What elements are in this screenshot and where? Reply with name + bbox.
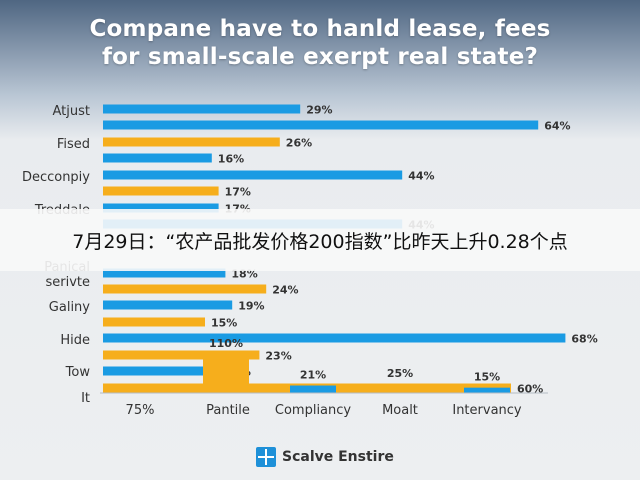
h-bar: [103, 203, 219, 213]
category-label: Galiny: [49, 300, 91, 315]
h-bar: [103, 137, 280, 147]
h-bar: [103, 170, 403, 180]
v-bar: [203, 353, 249, 393]
x-tick-label: 75%: [126, 403, 155, 418]
h-bar-value-label: 23%: [265, 350, 291, 363]
x-tick-label: Intervancy: [452, 403, 522, 418]
x-tick-label: Pantile: [206, 403, 250, 418]
category-label: Atjust: [53, 104, 90, 119]
v-bar-value-label: 21%: [300, 369, 326, 382]
v-bar: [377, 384, 423, 393]
h-bar-value-label: 19%: [238, 300, 264, 313]
h-bar-value-label: 15%: [211, 317, 237, 330]
h-bar: [103, 333, 566, 343]
h-bar: [103, 350, 260, 360]
h-bar: [103, 153, 212, 163]
category-label: It: [81, 391, 90, 406]
caption-banner: 7月29日：“农产品批发价格200指数”比昨天上升0.28个点: [0, 209, 640, 271]
x-tick-label: Compliancy: [275, 403, 352, 418]
category-label: Fised: [57, 137, 90, 152]
v-bar-value-label: 15%: [474, 371, 500, 384]
h-bar: [103, 317, 205, 327]
footer-brand: Scalve Enstire: [256, 447, 394, 467]
h-bar: [103, 300, 233, 310]
category-label: Hide: [60, 333, 90, 348]
chart-title-line-1: Compane have to hanld lease, fees: [89, 16, 551, 42]
x-tick-label: Moalt: [382, 403, 418, 418]
v-bar: [464, 387, 510, 393]
h-bar-value-label: 29%: [306, 104, 332, 117]
h-bar: [103, 186, 219, 196]
h-bar-value-label: 44%: [408, 170, 434, 183]
h-bar-value-label: 24%: [272, 284, 298, 297]
h-bar: [103, 120, 539, 130]
v-bar: [290, 385, 336, 393]
h-bar-value-label: 60%: [517, 383, 543, 396]
brand-name: Scalve Enstire: [282, 449, 394, 465]
category-label: Decconpiy: [22, 170, 90, 185]
h-bar: [103, 366, 219, 376]
v-bar-value-label: 110%: [209, 337, 243, 350]
caption-text: 7月29日：“农产品批发价格200指数”比昨天上升0.28个点: [72, 230, 568, 253]
h-bar-value-label: 64%: [544, 120, 570, 133]
h-bar: [103, 104, 301, 114]
logo-grid-icon: [256, 447, 276, 467]
h-bar-value-label: 26%: [286, 137, 312, 150]
v-bar-value-label: 25%: [387, 367, 413, 380]
h-bar: [103, 268, 226, 278]
h-bar: [103, 284, 267, 294]
category-label: Tow: [65, 365, 91, 380]
category-label: serivte: [45, 275, 90, 290]
h-bar-value-label: 16%: [218, 153, 244, 166]
chart-title-line-2: for small-scale exerpt real state?: [101, 44, 539, 70]
h-bar-value-label: 68%: [571, 333, 597, 346]
h-bar-value-label: 17%: [225, 186, 251, 199]
